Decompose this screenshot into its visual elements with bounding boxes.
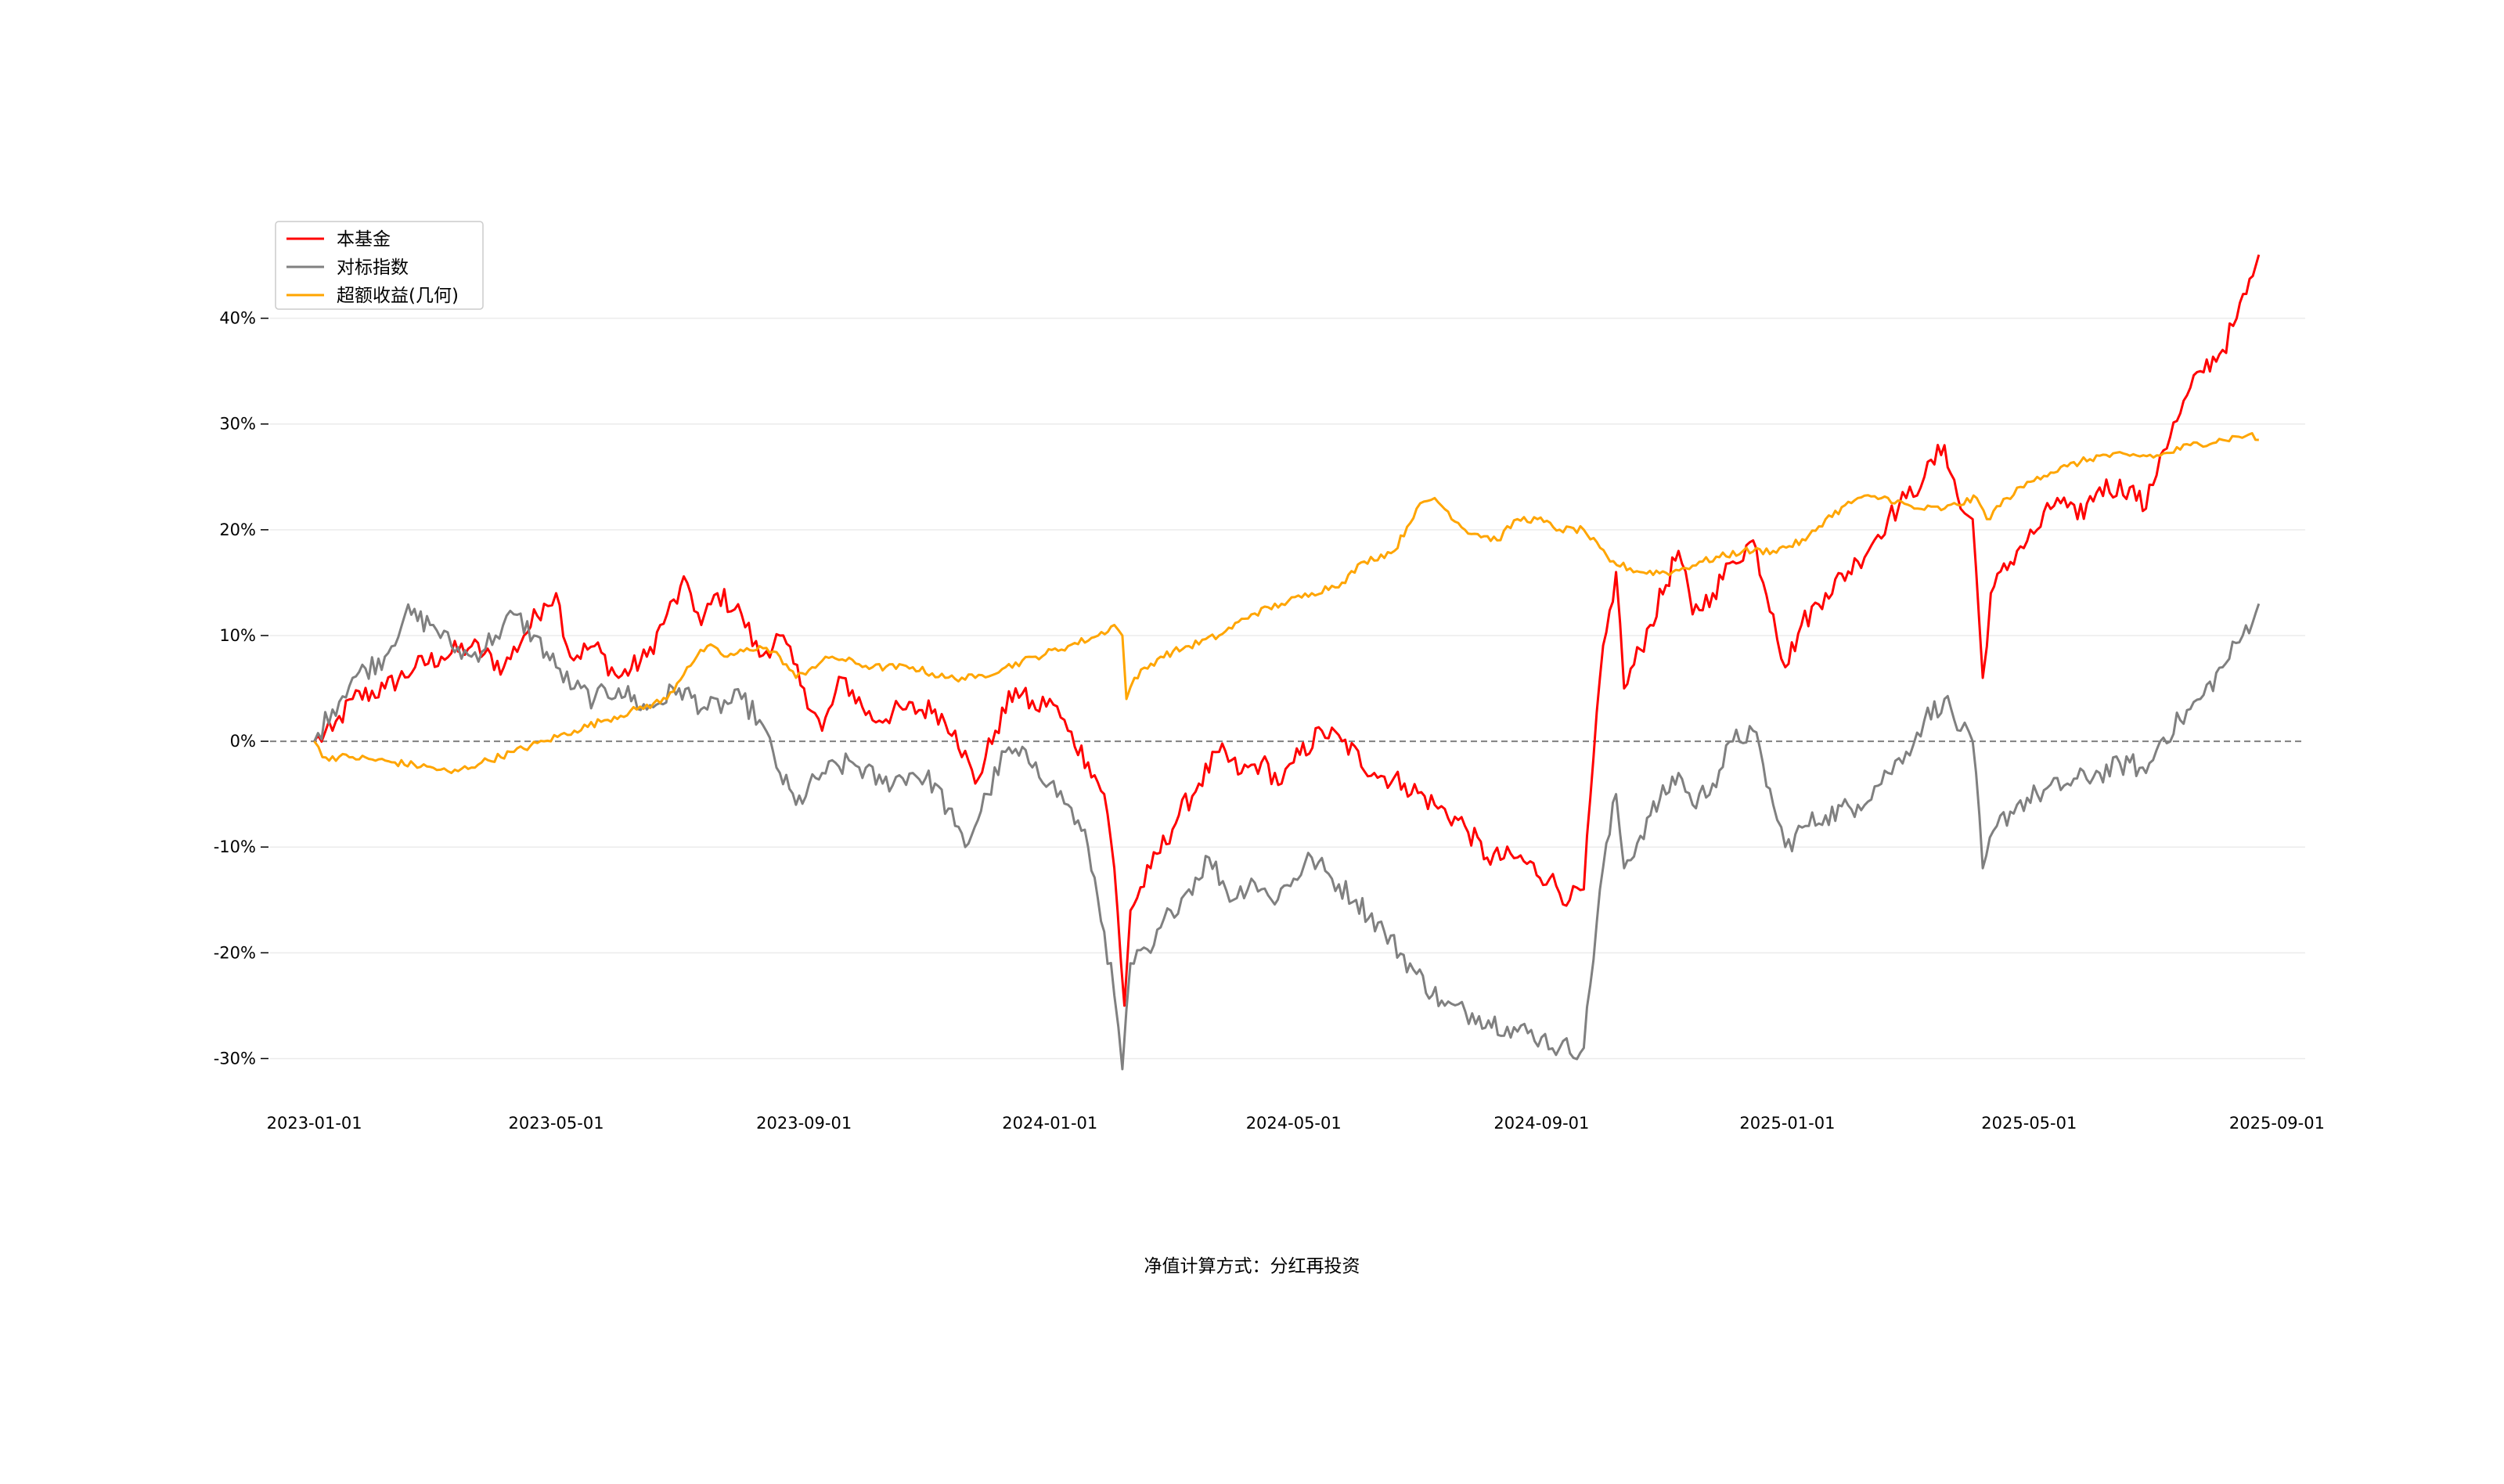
y-tick-label: 10% (219, 626, 256, 645)
legend: 本基金 对标指数 超额收益(几何) (275, 221, 484, 310)
nav-calculation-note: 净值计算方式：分红再投资 (1144, 1256, 1360, 1277)
legend-box (275, 221, 484, 310)
y-tick-label: -10% (214, 837, 256, 856)
x-tick-label: 2023-09-01 (756, 1114, 852, 1133)
series-line-excess (313, 432, 2259, 775)
x-tick-label: 2025-01-01 (1739, 1114, 1835, 1133)
y-axis: -30% -20% -10% 0% 10% 20% 30% 40% (214, 309, 268, 1068)
y-tick-label: 20% (219, 520, 256, 539)
y-tick-label: 0% (230, 732, 256, 751)
legend-label-fund: 本基金 (337, 229, 391, 250)
x-tick-label: 2025-09-01 (2229, 1114, 2325, 1133)
grid-lines (270, 317, 2305, 1060)
x-axis: 2023-01-01 2023-05-01 2023-09-01 2024-01-01… (267, 1114, 2325, 1133)
legend-label-benchmark: 对标指数 (337, 258, 409, 278)
x-tick-label: 2024-09-01 (1493, 1114, 1589, 1133)
y-tick-label: -20% (214, 943, 256, 962)
x-tick-label: 2024-01-01 (1002, 1114, 1097, 1133)
x-tick-label: 2023-01-01 (267, 1114, 362, 1133)
y-tick-label: 40% (219, 309, 256, 328)
x-tick-label: 2024-05-01 (1246, 1114, 1342, 1133)
x-tick-label: 2025-05-01 (1981, 1114, 2077, 1133)
series-line-benchmark (313, 603, 2261, 1071)
y-tick-label: -30% (214, 1049, 256, 1068)
series-lines (313, 254, 2261, 1071)
series-line-fund (313, 254, 2261, 1007)
y-tick-label: 30% (219, 415, 256, 434)
legend-label-excess: 超额收益(几何) (337, 286, 459, 306)
x-tick-label: 2023-05-01 (509, 1114, 604, 1133)
